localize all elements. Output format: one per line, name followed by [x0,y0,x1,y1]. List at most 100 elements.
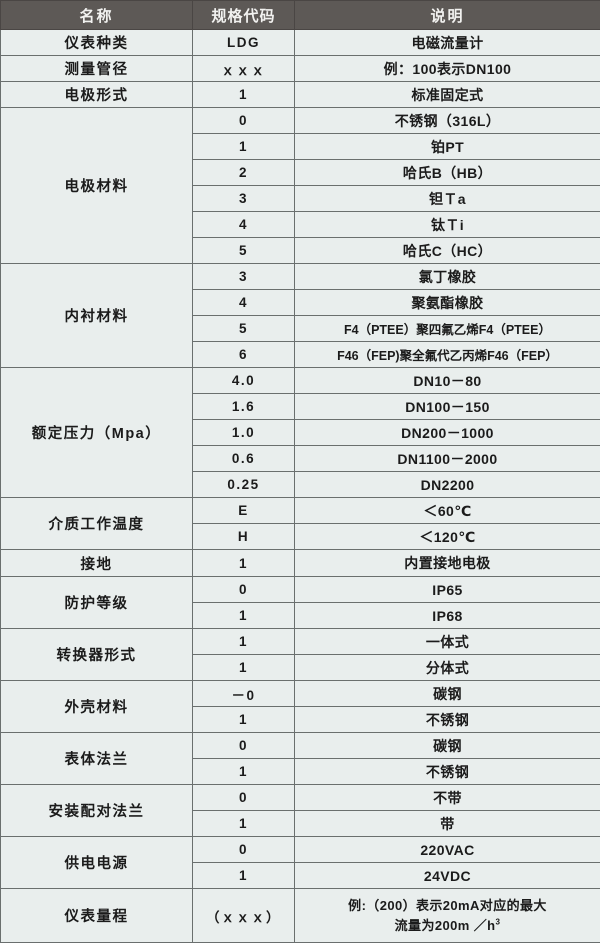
row-code: －0 [193,681,295,707]
row-name-body-flange: 表体法兰 [1,733,193,785]
table-row: 表体法兰 0 碳钢 [1,733,600,759]
table-row: 安装配对法兰 0 不带 [1,785,600,811]
row-code: 2 [193,160,295,186]
row-name-converter-form: 转换器形式 [1,629,193,681]
row-name-electrode-form: 电极形式 [1,82,193,108]
table-row: 仪表量程 （ｘｘｘ） 例:（200）表示20mA对应的最大 流量为200m ／h… [1,889,600,943]
row-code: 1 [193,655,295,681]
row-code: （ｘｘｘ） [193,889,295,943]
row-code: 5 [193,238,295,264]
row-name-mating-flange: 安装配对法兰 [1,785,193,837]
row-code: 0 [193,733,295,759]
row-description: DN2200 [295,472,600,498]
row-code: 3 [193,186,295,212]
row-description: 不锈钢 [295,707,600,733]
row-description: IP65 [295,577,600,603]
row-description: F46（FEP)聚全氟代乙丙烯F46（FEP） [295,342,600,368]
row-description: 带 [295,811,600,837]
column-header-name: 名称 [1,1,193,30]
row-code: 0 [193,577,295,603]
row-description: 不锈钢（316L） [295,108,600,134]
column-header-description: 说明 [295,1,600,30]
range-desc-line-1: 例:（200）表示20mA对应的最大 [295,896,600,916]
row-description: 电磁流量计 [295,30,600,56]
row-name-protection-grade: 防护等级 [1,577,193,629]
column-header-code: 规格代码 [193,1,295,30]
row-description: 例:（200）表示20mA对应的最大 流量为200m ／h3 [295,889,600,943]
row-code: 0.25 [193,472,295,498]
row-description: 聚氨酯橡胶 [295,290,600,316]
row-code: 1 [193,863,295,889]
row-description: 氯丁橡胶 [295,264,600,290]
row-code: 1 [193,603,295,629]
table-row: 外壳材料 －0 碳钢 [1,681,600,707]
table-row: 电极材料 0 不锈钢（316L） [1,108,600,134]
row-code: H [193,524,295,550]
row-description: F4（PTEE）聚四氟乙烯F4（PTEE） [295,316,600,342]
row-description: 例：100表示DN100 [295,56,600,82]
row-code: ｘｘｘ [193,56,295,82]
row-name-rated-pressure: 额定压力（Mpa） [1,368,193,498]
row-description: ＜120℃ [295,524,600,550]
row-code: 1 [193,759,295,785]
row-name-shell-material: 外壳材料 [1,681,193,733]
row-description: ＜60℃ [295,498,600,524]
row-description: 不带 [295,785,600,811]
row-name-power-supply: 供电电源 [1,837,193,889]
table-row: 转换器形式 1 一体式 [1,629,600,655]
row-description: 哈氏C（HC） [295,238,600,264]
row-description: DN1100－2000 [295,446,600,472]
row-name-grounding: 接地 [1,550,193,577]
row-description: 标准固定式 [295,82,600,108]
row-code: 0 [193,108,295,134]
header-row: 名称 规格代码 说明 [1,1,600,30]
row-description: 钛Ｔi [295,212,600,238]
row-code: 1 [193,811,295,837]
row-description: IP68 [295,603,600,629]
table-header: 名称 规格代码 说明 [1,1,600,30]
row-code: 3 [193,264,295,290]
row-code: 0 [193,837,295,863]
table-body: 仪表种类 LDG 电磁流量计 测量管径 ｘｘｘ 例：100表示DN100 电极形… [1,30,600,943]
row-name-medium-temperature: 介质工作温度 [1,498,193,550]
row-name-instrument-type: 仪表种类 [1,30,193,56]
row-code: 4.0 [193,368,295,394]
range-desc-line-2-text: 流量为200m ／h [395,918,496,933]
row-name-lining-material: 内衬材料 [1,264,193,368]
table-row: 仪表种类 LDG 电磁流量计 [1,30,600,56]
row-description: 钽Ｔa [295,186,600,212]
row-code: 6 [193,342,295,368]
table-row: 测量管径 ｘｘｘ 例：100表示DN100 [1,56,600,82]
row-name-instrument-range: 仪表量程 [1,889,193,943]
row-code: 1 [193,82,295,108]
row-code: 1.0 [193,420,295,446]
row-code: 1.6 [193,394,295,420]
row-description: 哈氏B（HB） [295,160,600,186]
row-code: LDG [193,30,295,56]
row-description: DN100－150 [295,394,600,420]
row-code: 4 [193,290,295,316]
row-description: 220VAC [295,837,600,863]
table-row: 额定压力（Mpa） 4.0 DN10－80 [1,368,600,394]
row-code: 4 [193,212,295,238]
row-description: 铂PT [295,134,600,160]
row-description: 碳钢 [295,681,600,707]
table-row: 接地 1 内置接地电极 [1,550,600,577]
row-code: 5 [193,316,295,342]
row-name-pipe-diameter: 测量管径 [1,56,193,82]
table-row: 防护等级 0 IP65 [1,577,600,603]
row-code: 0.6 [193,446,295,472]
row-description: 分体式 [295,655,600,681]
row-code: 1 [193,550,295,577]
row-code: 1 [193,134,295,160]
row-code: 0 [193,785,295,811]
row-code: E [193,498,295,524]
row-code: 1 [193,629,295,655]
table-row: 供电电源 0 220VAC [1,837,600,863]
row-description: DN200－1000 [295,420,600,446]
row-description: 碳钢 [295,733,600,759]
row-name-electrode-material: 电极材料 [1,108,193,264]
row-code: 1 [193,707,295,733]
row-description: 内置接地电极 [295,550,600,577]
